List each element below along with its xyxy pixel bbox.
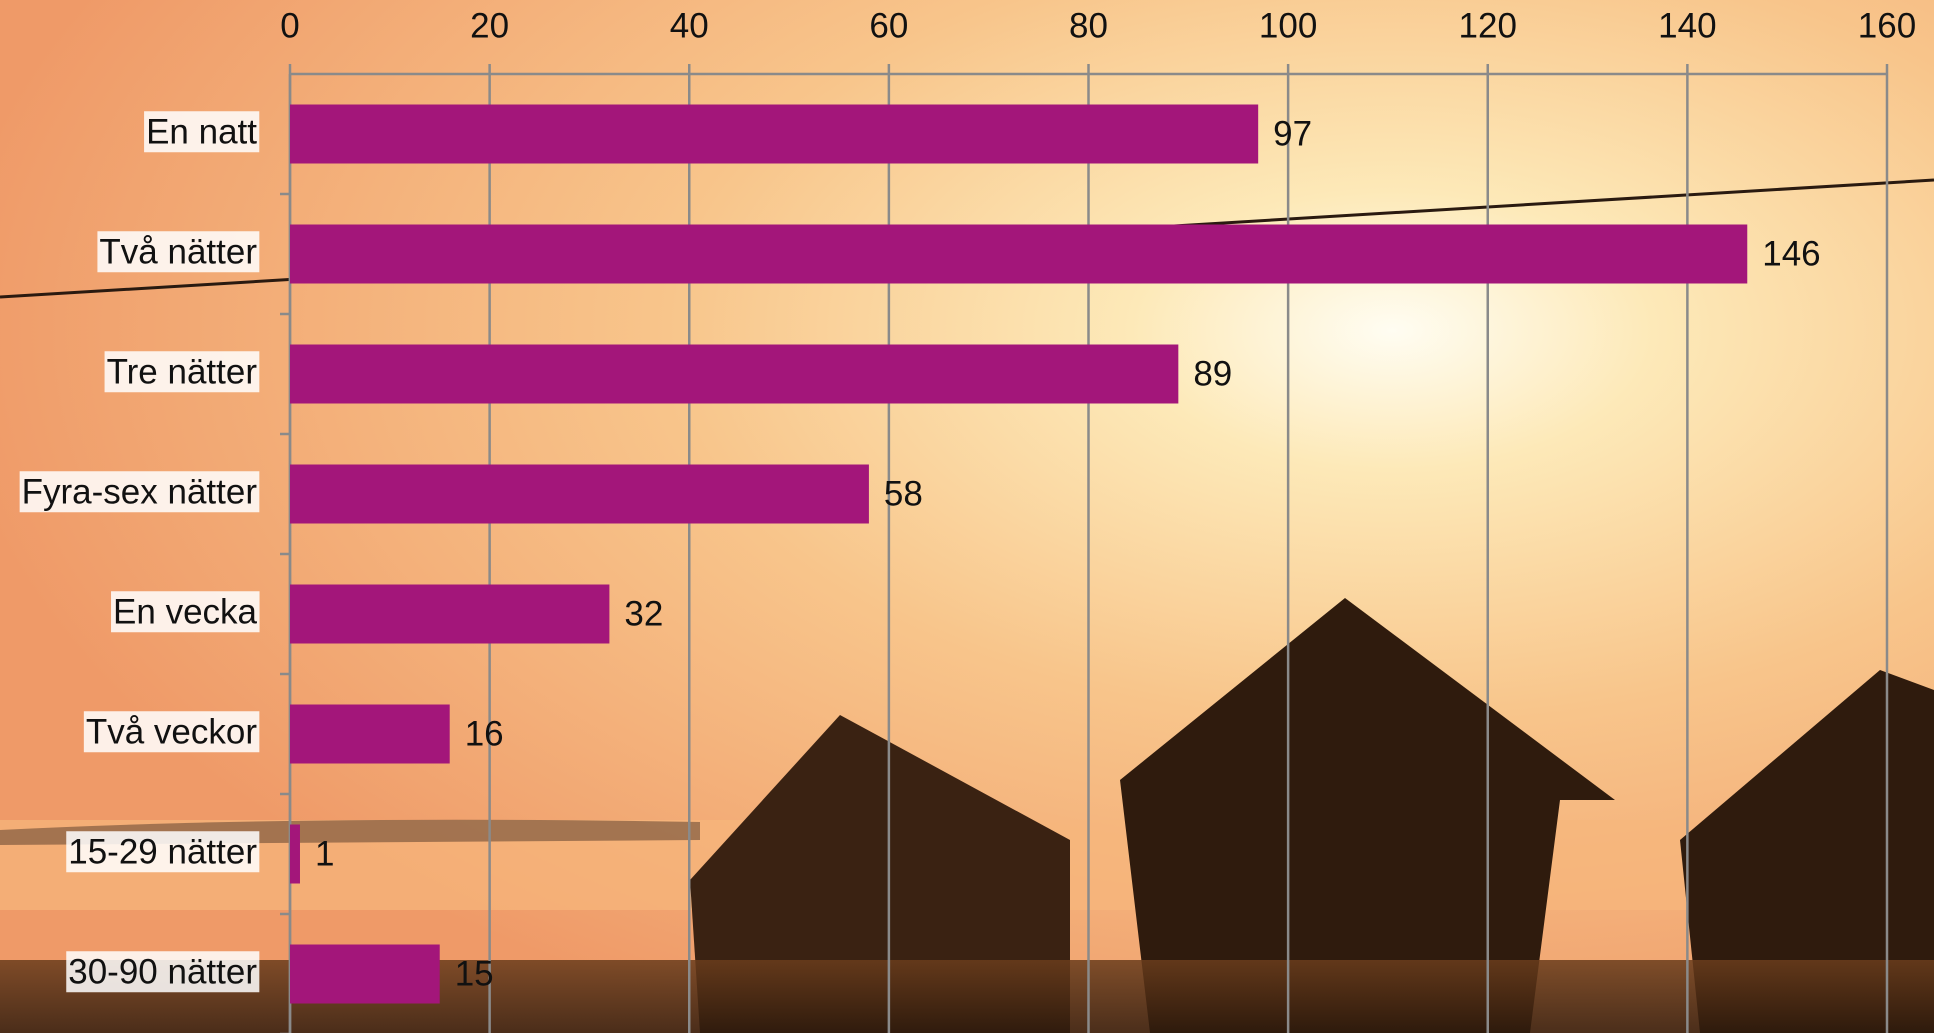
y-tick-label: Fyra-sex nätter bbox=[22, 472, 258, 511]
plot: 0 20 40 60 80 100 120 140 160 En natt 97 Två nätter… bbox=[19, 6, 1916, 1033]
label-background bbox=[144, 111, 260, 153]
label-background bbox=[66, 831, 260, 873]
data-label: 1 bbox=[315, 834, 334, 873]
x-tick-label: 100 bbox=[1259, 6, 1317, 45]
label-background bbox=[83, 711, 260, 753]
x-tick-label: 160 bbox=[1858, 6, 1916, 45]
label-background bbox=[97, 231, 260, 273]
label-background bbox=[19, 471, 260, 513]
data-label: 32 bbox=[624, 594, 663, 633]
data-label: 58 bbox=[884, 474, 923, 513]
bar bbox=[290, 584, 610, 644]
label-background bbox=[66, 951, 260, 993]
data-label: 97 bbox=[1273, 114, 1312, 153]
bar bbox=[290, 944, 440, 1004]
label-background bbox=[104, 351, 260, 393]
x-tick-label: 80 bbox=[1069, 6, 1108, 45]
data-label: 16 bbox=[465, 714, 504, 753]
bar bbox=[290, 704, 450, 764]
y-tick-label: Två veckor bbox=[86, 712, 257, 751]
y-tick-label: 30-90 nätter bbox=[68, 952, 257, 991]
x-tick-label: 60 bbox=[869, 6, 908, 45]
bar bbox=[290, 824, 300, 884]
bar bbox=[290, 344, 1179, 404]
y-tick-label: Två nätter bbox=[99, 232, 257, 271]
data-label: 15 bbox=[455, 954, 494, 993]
y-tick-label: Tre nätter bbox=[107, 352, 258, 391]
y-tick-label: En vecka bbox=[113, 592, 257, 631]
label-background bbox=[111, 591, 260, 633]
data-label: 146 bbox=[1762, 234, 1820, 273]
y-tick-label: En natt bbox=[146, 112, 257, 151]
bar bbox=[290, 104, 1259, 164]
x-tick-label: 120 bbox=[1459, 6, 1517, 45]
bar bbox=[290, 224, 1748, 284]
x-tick-label: 0 bbox=[280, 6, 299, 45]
bar bbox=[290, 464, 869, 524]
y-tick-label: 15-29 nätter bbox=[68, 832, 257, 871]
data-label: 89 bbox=[1193, 354, 1232, 393]
x-tick-label: 40 bbox=[670, 6, 709, 45]
x-tick-label: 20 bbox=[470, 6, 509, 45]
x-tick-label: 140 bbox=[1658, 6, 1716, 45]
